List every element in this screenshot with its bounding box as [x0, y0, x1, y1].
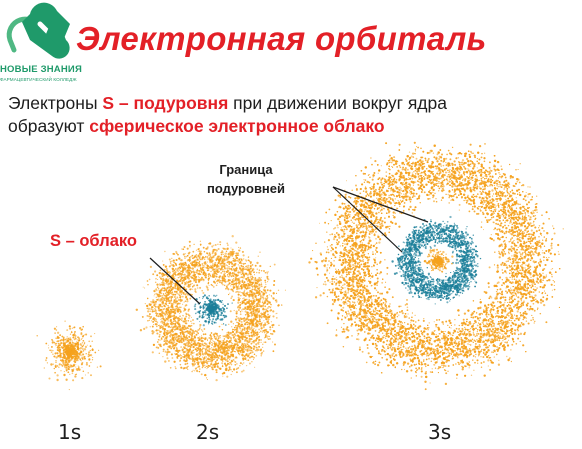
description-line-1: Электроны S – подуровня при движении вок… — [8, 93, 447, 114]
boundary-pointer-line — [332, 186, 403, 253]
logo-subtitle: ФАРМАЦЕВТИЧЕСКИЙ КОЛЛЕДЖ — [0, 77, 77, 82]
s-cloud-label: S – облако — [50, 232, 137, 250]
electron-cloud-1s — [36, 320, 102, 391]
orbital-label-2s: 2s — [196, 420, 220, 444]
s-cloud-pointer-line — [149, 257, 201, 305]
description-line-2: образуют сферическое электронное облако — [8, 116, 385, 137]
page-title: Электронная орбиталь — [76, 20, 487, 57]
logo-name: НОВЫЕ ЗНАНИЯ — [0, 64, 82, 75]
logo-pill-icon — [6, 2, 70, 59]
orbital-label-3s: 3s — [428, 420, 452, 444]
boundary-label-line: подуровней — [206, 181, 286, 196]
orbital-label-1s: 1s — [58, 420, 82, 444]
electron-cloud-3s — [308, 141, 564, 391]
electron-cloud-2s — [135, 235, 286, 382]
electron-clouds — [36, 141, 564, 391]
description-highlight: S – подуровня — [102, 93, 229, 113]
description-highlight: сферическое электронное облако — [89, 116, 385, 136]
boundary-label-line: Граница — [219, 162, 273, 177]
description-text: Электроны — [8, 93, 103, 113]
description-text: при движении вокруг ядра — [228, 93, 447, 113]
description-text: образуют — [8, 116, 90, 136]
boundary-pointer-line — [332, 186, 429, 223]
pointer-lines — [149, 186, 429, 305]
boundary-label: Граница подуровней — [200, 160, 292, 198]
